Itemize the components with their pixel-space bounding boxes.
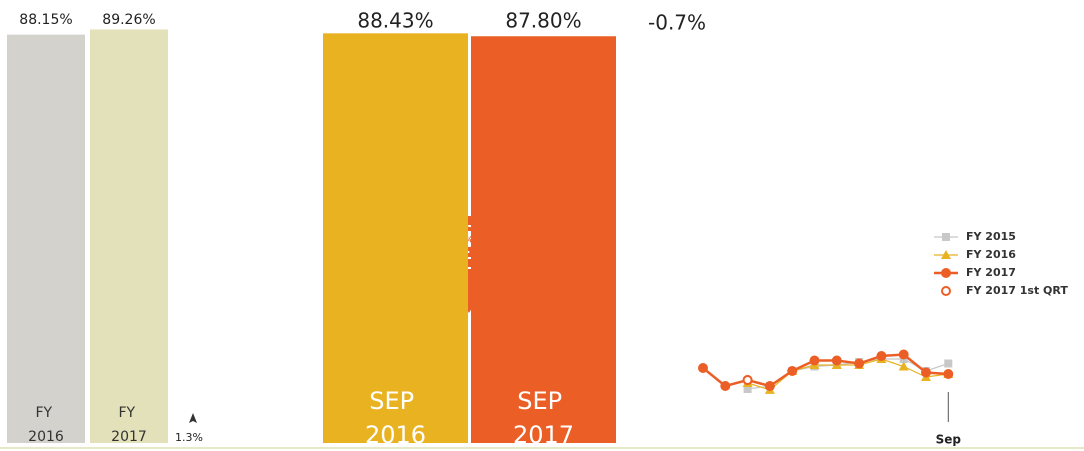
category-label: SEP 2016	[365, 387, 426, 449]
marker	[742, 375, 753, 385]
marker	[941, 286, 951, 296]
bar	[7, 34, 85, 444]
marker	[898, 349, 909, 360]
marker	[809, 355, 820, 366]
value-label: 88.15%	[19, 12, 72, 28]
marker	[898, 361, 909, 371]
legend-label: FY 2017 1st QRT	[966, 284, 1068, 297]
legend-label: FY 2016	[966, 248, 1016, 261]
x-tick-label: Sep	[936, 433, 962, 447]
series-line	[747, 358, 949, 390]
marker	[942, 233, 950, 241]
marker	[876, 351, 887, 361]
value-label: 88.43%	[357, 9, 433, 33]
value-label: 87.80%	[505, 9, 581, 33]
change-label: 1.3%	[175, 431, 203, 444]
change-label: -0.7%	[648, 11, 706, 35]
marker	[943, 369, 954, 379]
marker	[941, 250, 951, 259]
category-label: FY 2017	[111, 405, 147, 445]
marker	[743, 385, 752, 393]
marker	[831, 355, 842, 366]
series-line	[747, 358, 949, 391]
value-label: 89.26%	[102, 12, 155, 28]
svg-text:%: %	[464, 236, 473, 246]
marker	[698, 363, 708, 373]
marker	[787, 366, 798, 376]
legend-label: FY 2015	[966, 230, 1016, 243]
marker	[854, 358, 865, 369]
marker	[720, 381, 731, 391]
bar	[471, 36, 616, 443]
marker	[944, 359, 953, 368]
marker	[941, 268, 951, 278]
series	[698, 349, 954, 391]
series	[742, 375, 753, 385]
up-arrow	[189, 413, 197, 423]
marker	[764, 381, 775, 391]
bar	[323, 33, 468, 444]
legend-label: FY 2017	[966, 266, 1016, 279]
bar	[90, 29, 168, 443]
marker	[921, 367, 931, 378]
category-label: FY 2016	[28, 405, 64, 445]
category-label: SEP 2017	[513, 387, 574, 449]
